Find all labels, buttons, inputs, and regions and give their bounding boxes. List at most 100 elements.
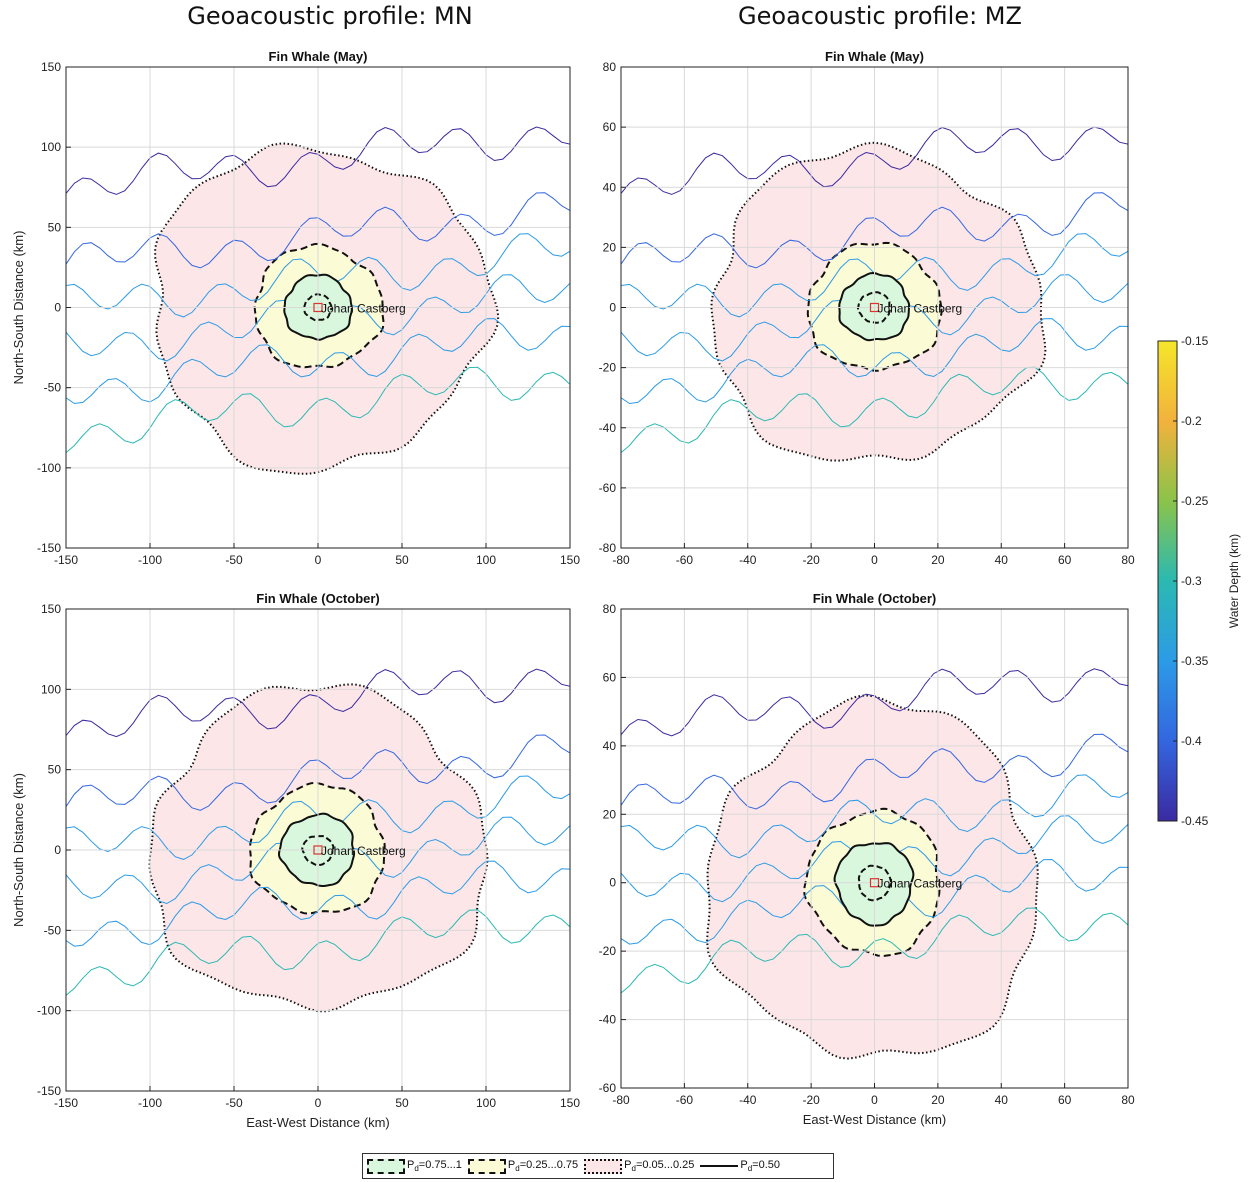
- site-marker: [869, 302, 880, 313]
- x-axis-label: East-West Distance (km): [803, 1112, 947, 1127]
- legend-swatch-high: [367, 1158, 405, 1174]
- y-tick-label: 0: [609, 301, 616, 315]
- chart-panel-1: Johan Castberg -150 -100 -50 0 50 100 150 -150 -1…: [11, 49, 580, 567]
- y-tick-label: -40: [599, 1013, 617, 1027]
- y-tick-label: 150: [41, 60, 61, 74]
- colorbar-tick-label: -0.4: [1181, 734, 1202, 748]
- x-tick-label: 20: [931, 553, 945, 567]
- x-tick-label: 40: [995, 1093, 1009, 1107]
- x-tick-label: 60: [1058, 1093, 1072, 1107]
- y-tick-label: -80: [599, 541, 617, 555]
- x-tick-label: -40: [739, 553, 757, 567]
- y-tick-label: 100: [41, 140, 61, 154]
- y-tick-label: 40: [603, 180, 617, 194]
- legend-item-line: Pd=0.50: [700, 1159, 780, 1173]
- x-tick-label: 50: [395, 553, 409, 567]
- y-tick-label: -60: [599, 1081, 617, 1095]
- x-tick-label: 50: [395, 1096, 409, 1110]
- column-title-mn: Geoacoustic profile: MN: [187, 2, 473, 30]
- y-tick-label: -100: [37, 1004, 61, 1018]
- legend-item-high: Pd=0.75...1: [367, 1158, 462, 1174]
- legend-swatch-mid: [467, 1158, 506, 1174]
- y-tick-label: -40: [599, 421, 617, 435]
- x-tick-label: -100: [138, 553, 162, 567]
- legend-label-high: Pd=0.75...1: [407, 1158, 462, 1174]
- x-tick-label: 100: [476, 553, 496, 567]
- colorbar-label: Water Depth (km): [1227, 534, 1241, 628]
- x-tick-label: 0: [871, 553, 878, 567]
- panel-title: Fin Whale (October): [256, 591, 380, 606]
- x-tick-label: 20: [931, 1093, 945, 1107]
- panel-title: Fin Whale (May): [825, 49, 924, 64]
- y-tick-label: 150: [41, 602, 61, 616]
- x-tick-label: -60: [676, 553, 694, 567]
- colorbar-tick-label: -0.35: [1181, 654, 1209, 668]
- x-tick-label: 60: [1058, 553, 1072, 567]
- panel-title: Fin Whale (October): [813, 591, 937, 606]
- legend-label-line: Pd=0.50: [740, 1158, 780, 1174]
- colorbar: -0.15 -0.2 -0.25 -0.3 -0.35 -0.4 -0.45 Water De…: [1157, 334, 1241, 828]
- x-tick-label: -50: [225, 553, 243, 567]
- x-tick-label: 150: [560, 553, 580, 567]
- x-tick-label: -80: [612, 553, 630, 567]
- y-tick-label: 0: [54, 843, 61, 857]
- x-tick-label: -40: [739, 1093, 757, 1107]
- x-tick-label: -150: [54, 1096, 78, 1110]
- legend-item-mid: Pd=0.25...0.75: [467, 1158, 579, 1174]
- y-tick-label: 20: [603, 240, 617, 254]
- y-axis-label: North-South Distance (km): [11, 773, 26, 927]
- y-tick-label: -20: [599, 944, 617, 958]
- chart-panel-4: Johan Castberg-80 -60 -40 -20 0 20 40 60 80-60-4…: [599, 591, 1135, 1127]
- chart-panel-2: Johan Castberg -80 -60 -40 -20 0 20 40 60 80 -80 -6…: [599, 49, 1135, 567]
- colorbar-tick-label: -0.3: [1181, 574, 1202, 588]
- y-tick-label: 60: [603, 120, 617, 134]
- y-tick-label: 100: [41, 682, 61, 696]
- figure-canvas: Johan Castberg-150 -100 -50 0 50 100 150-150-1…: [11, 49, 1241, 1130]
- legend-item-low: Pd=0.05...0.25: [584, 1158, 695, 1174]
- y-tick-label: 80: [603, 602, 617, 616]
- site-marker: [313, 845, 323, 855]
- y-tick-label: -60: [599, 481, 617, 495]
- y-tick-label: 40: [603, 739, 617, 753]
- legend-label-low: Pd=0.05...0.25: [624, 1158, 695, 1174]
- x-tick-label: 100: [476, 1096, 496, 1110]
- x-tick-label: -50: [225, 1096, 243, 1110]
- x-tick-label: -20: [802, 553, 820, 567]
- site-label: Johan Castberg: [878, 302, 963, 316]
- chart-panel-3: Johan Castberg -150 -100 -50 0 50 100 150 -150 -1…: [11, 591, 580, 1130]
- y-tick-label: -150: [37, 541, 61, 555]
- colorbar-tick-label: -0.15: [1181, 334, 1209, 348]
- y-tick-label: 60: [603, 670, 617, 684]
- y-tick-label: -20: [599, 361, 617, 375]
- colorbar-tick-label: -0.45: [1181, 814, 1209, 828]
- y-tick-label: 0: [54, 301, 61, 315]
- x-tick-label: 0: [315, 1096, 322, 1110]
- y-tick-label: -150: [37, 1084, 61, 1098]
- x-tick-label: -150: [54, 553, 78, 567]
- x-tick-label: -60: [676, 1093, 694, 1107]
- legend-label-mid: Pd=0.25...0.75: [507, 1158, 579, 1174]
- y-tick-label: -50: [44, 381, 62, 395]
- x-tick-label: -100: [138, 1096, 162, 1110]
- y-tick-label: -50: [44, 923, 62, 937]
- x-axis-label: East-West Distance (km): [246, 1115, 390, 1130]
- y-tick-label: 50: [48, 763, 62, 777]
- x-tick-label: 150: [560, 1096, 580, 1110]
- y-tick-label: 50: [48, 220, 62, 234]
- site-label: Johan Castberg: [321, 302, 406, 316]
- panel-title: Fin Whale (May): [269, 49, 368, 64]
- site-label: Johan Castberg: [321, 844, 406, 858]
- x-tick-label: 80: [1121, 1093, 1135, 1107]
- y-tick-label: 0: [609, 876, 616, 890]
- site-marker: [869, 878, 880, 888]
- x-tick-label: -20: [802, 1093, 820, 1107]
- x-tick-label: 40: [995, 553, 1009, 567]
- column-title-mz: Geoacoustic profile: MZ: [738, 2, 1022, 30]
- x-tick-label: -80: [612, 1093, 630, 1107]
- colorbar-tick-label: -0.25: [1181, 494, 1209, 508]
- x-tick-label: 80: [1121, 553, 1135, 567]
- x-tick-label: 0: [315, 553, 322, 567]
- colorbar-tick-label: -0.2: [1181, 414, 1202, 428]
- legend: Pd=0.75...1 Pd=0.25...0.75 Pd=0.05...0.2…: [362, 1153, 834, 1179]
- y-tick-label: 80: [603, 60, 617, 74]
